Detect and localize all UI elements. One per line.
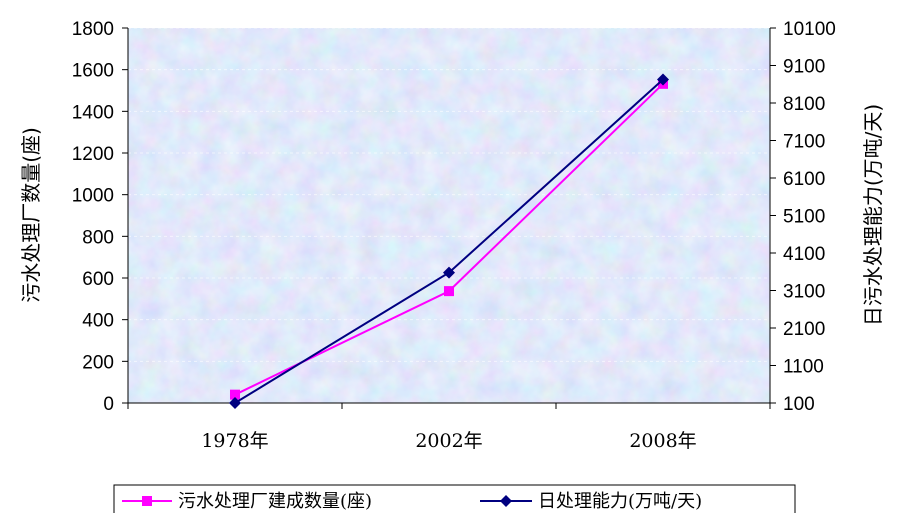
left-tick-label: 1800 bbox=[72, 19, 114, 40]
right-tick-label: 6100 bbox=[783, 169, 825, 190]
left-tick-label: 1600 bbox=[72, 61, 114, 82]
x-axis-ticks: 1978年 2002年 2008年 bbox=[127, 403, 771, 452]
x-tick-label: 2002年 bbox=[415, 430, 482, 452]
left-tick-label: 800 bbox=[82, 227, 114, 248]
left-axis-title: 污水处理厂数量(座) bbox=[19, 127, 43, 303]
series-1-point bbox=[444, 286, 454, 297]
right-tick-label: 9100 bbox=[783, 57, 825, 78]
left-tick-label: 200 bbox=[82, 352, 114, 373]
legend-marker-series-1 bbox=[142, 496, 152, 506]
left-tick-label: 1400 bbox=[72, 102, 114, 123]
left-tick-label: 1000 bbox=[72, 186, 114, 207]
right-tick-label: 100 bbox=[783, 394, 815, 415]
legend-marker-series-2 bbox=[500, 495, 512, 507]
right-tick-label: 5100 bbox=[783, 207, 825, 228]
right-tick-label: 8100 bbox=[783, 94, 825, 115]
right-tick-label: 2100 bbox=[783, 319, 825, 340]
right-axis-title: 日污水处理能力(万吨/天) bbox=[861, 104, 885, 326]
series-2-point bbox=[229, 397, 241, 409]
right-tick-label: 3100 bbox=[783, 282, 825, 303]
right-tick-label: 7100 bbox=[783, 132, 825, 153]
x-tick-label: 1978年 bbox=[201, 430, 268, 452]
series-2-point bbox=[657, 73, 669, 86]
legend-label-series-1: 污水处理厂建成数量(座) bbox=[178, 491, 372, 512]
x-tick-label: 2008年 bbox=[629, 430, 696, 452]
right-tick-label: 4100 bbox=[783, 244, 825, 265]
legend-label-series-2: 日处理能力(万吨/天) bbox=[538, 491, 702, 512]
left-axis-ticks: 0 200 400 600 800 1000 1200 1400 1600 1800 bbox=[72, 19, 128, 415]
series-layer bbox=[229, 73, 669, 409]
left-tick-label: 1200 bbox=[72, 144, 114, 165]
left-tick-label: 600 bbox=[82, 269, 114, 290]
left-tick-label: 400 bbox=[82, 311, 114, 332]
legend: 污水处理厂建成数量(座) 日处理能力(万吨/天) bbox=[113, 484, 796, 513]
legend-box bbox=[113, 484, 796, 513]
right-tick-label: 1100 bbox=[783, 357, 824, 378]
plot-texture bbox=[128, 28, 770, 403]
right-axis-ticks: 100 1100 2100 3100 4100 5100 6100 7100 8100 9100 1… bbox=[770, 19, 836, 415]
right-tick-label: 10100 bbox=[783, 19, 836, 40]
series-2-point bbox=[443, 266, 455, 279]
series-1-point bbox=[230, 389, 240, 400]
left-tick-label: 0 bbox=[103, 394, 114, 415]
